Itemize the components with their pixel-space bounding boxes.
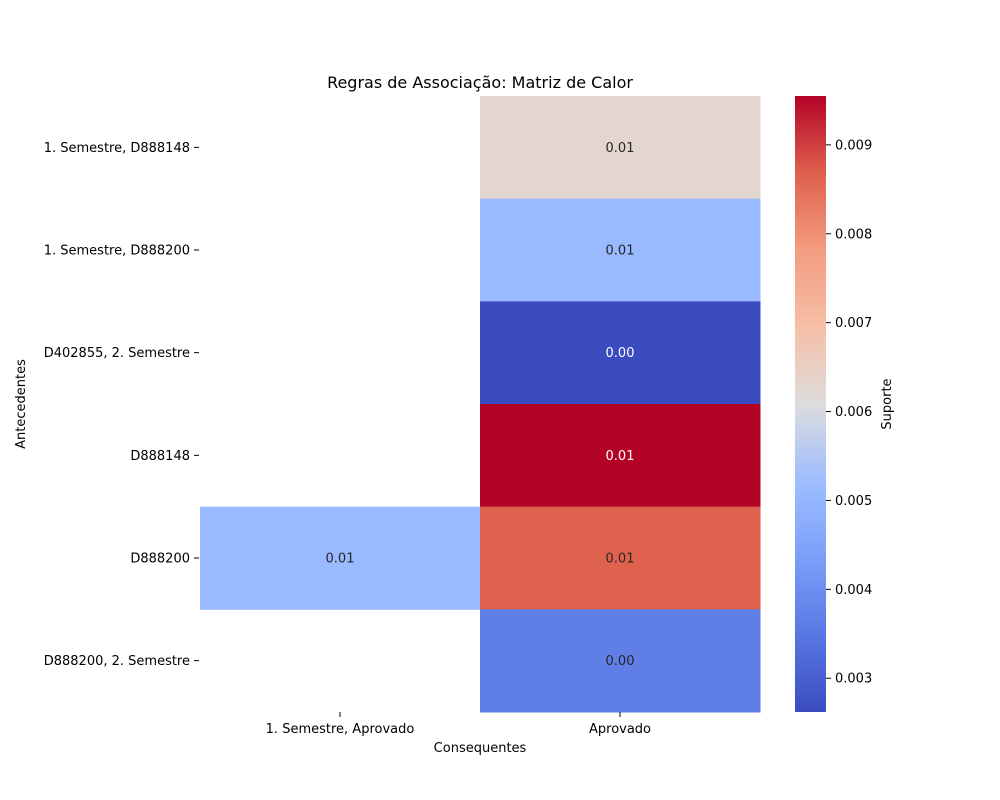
- cell-annotation: 0.01: [326, 552, 355, 567]
- colorbar-label: Suporte: [880, 378, 895, 429]
- heatmap-cell: [480, 301, 761, 405]
- heatmap-cell: [200, 506, 481, 610]
- chart-title: Regras de Associação: Matriz de Calor: [327, 73, 633, 92]
- cell-annotation: 0.00: [606, 654, 635, 669]
- colorbar-tick-label: 0.009: [835, 138, 872, 153]
- y-tick-label: D888200, 2. Semestre: [44, 654, 190, 669]
- cell-annotation: 0.01: [606, 141, 635, 156]
- heatmap-cell: [480, 198, 761, 302]
- heatmap-cells: 0.01 0.01 0.00 0.01 0.01 0.01 0.00: [200, 96, 761, 713]
- y-tick-label: D402855, 2. Semestre: [44, 346, 190, 361]
- x-tick-label: 1. Semestre, Aprovado: [266, 722, 415, 737]
- colorbar: [795, 96, 826, 712]
- cell-annotation: 0.01: [606, 449, 635, 464]
- colorbar-ticks: 0.003 0.004 0.005 0.006 0.007 0.008 0.009: [826, 138, 872, 687]
- heatmap-cell: [480, 506, 761, 610]
- y-tick-label: 1. Semestre, D888148: [44, 141, 190, 156]
- y-axis-ticks: 1. Semestre, D888148 1. Semestre, D888200…: [44, 141, 199, 669]
- heatmap-cell: [480, 609, 761, 713]
- colorbar-tick-label: 0.007: [835, 316, 872, 331]
- y-tick-label: 1. Semestre, D888200: [44, 244, 190, 259]
- cell-annotation: 0.01: [606, 244, 635, 259]
- x-axis-ticks: 1. Semestre, Aprovado Aprovado: [266, 712, 651, 737]
- cell-annotation: 0.00: [606, 346, 635, 361]
- colorbar-tick-label: 0.005: [835, 494, 872, 509]
- y-tick-label: D888200: [130, 552, 190, 567]
- heatmap-cell: [480, 96, 761, 200]
- x-tick-label: Aprovado: [589, 722, 651, 737]
- colorbar-tick-label: 0.004: [835, 583, 872, 598]
- colorbar-tick-label: 0.006: [835, 405, 872, 420]
- y-tick-label: D888148: [130, 449, 190, 464]
- colorbar-tick-label: 0.008: [835, 227, 872, 242]
- cell-annotation: 0.01: [606, 552, 635, 567]
- heatmap-cell: [480, 404, 761, 508]
- x-axis-label: Consequentes: [434, 741, 527, 756]
- colorbar-tick-label: 0.003: [835, 672, 872, 687]
- y-axis-label: Antecedentes: [14, 359, 29, 449]
